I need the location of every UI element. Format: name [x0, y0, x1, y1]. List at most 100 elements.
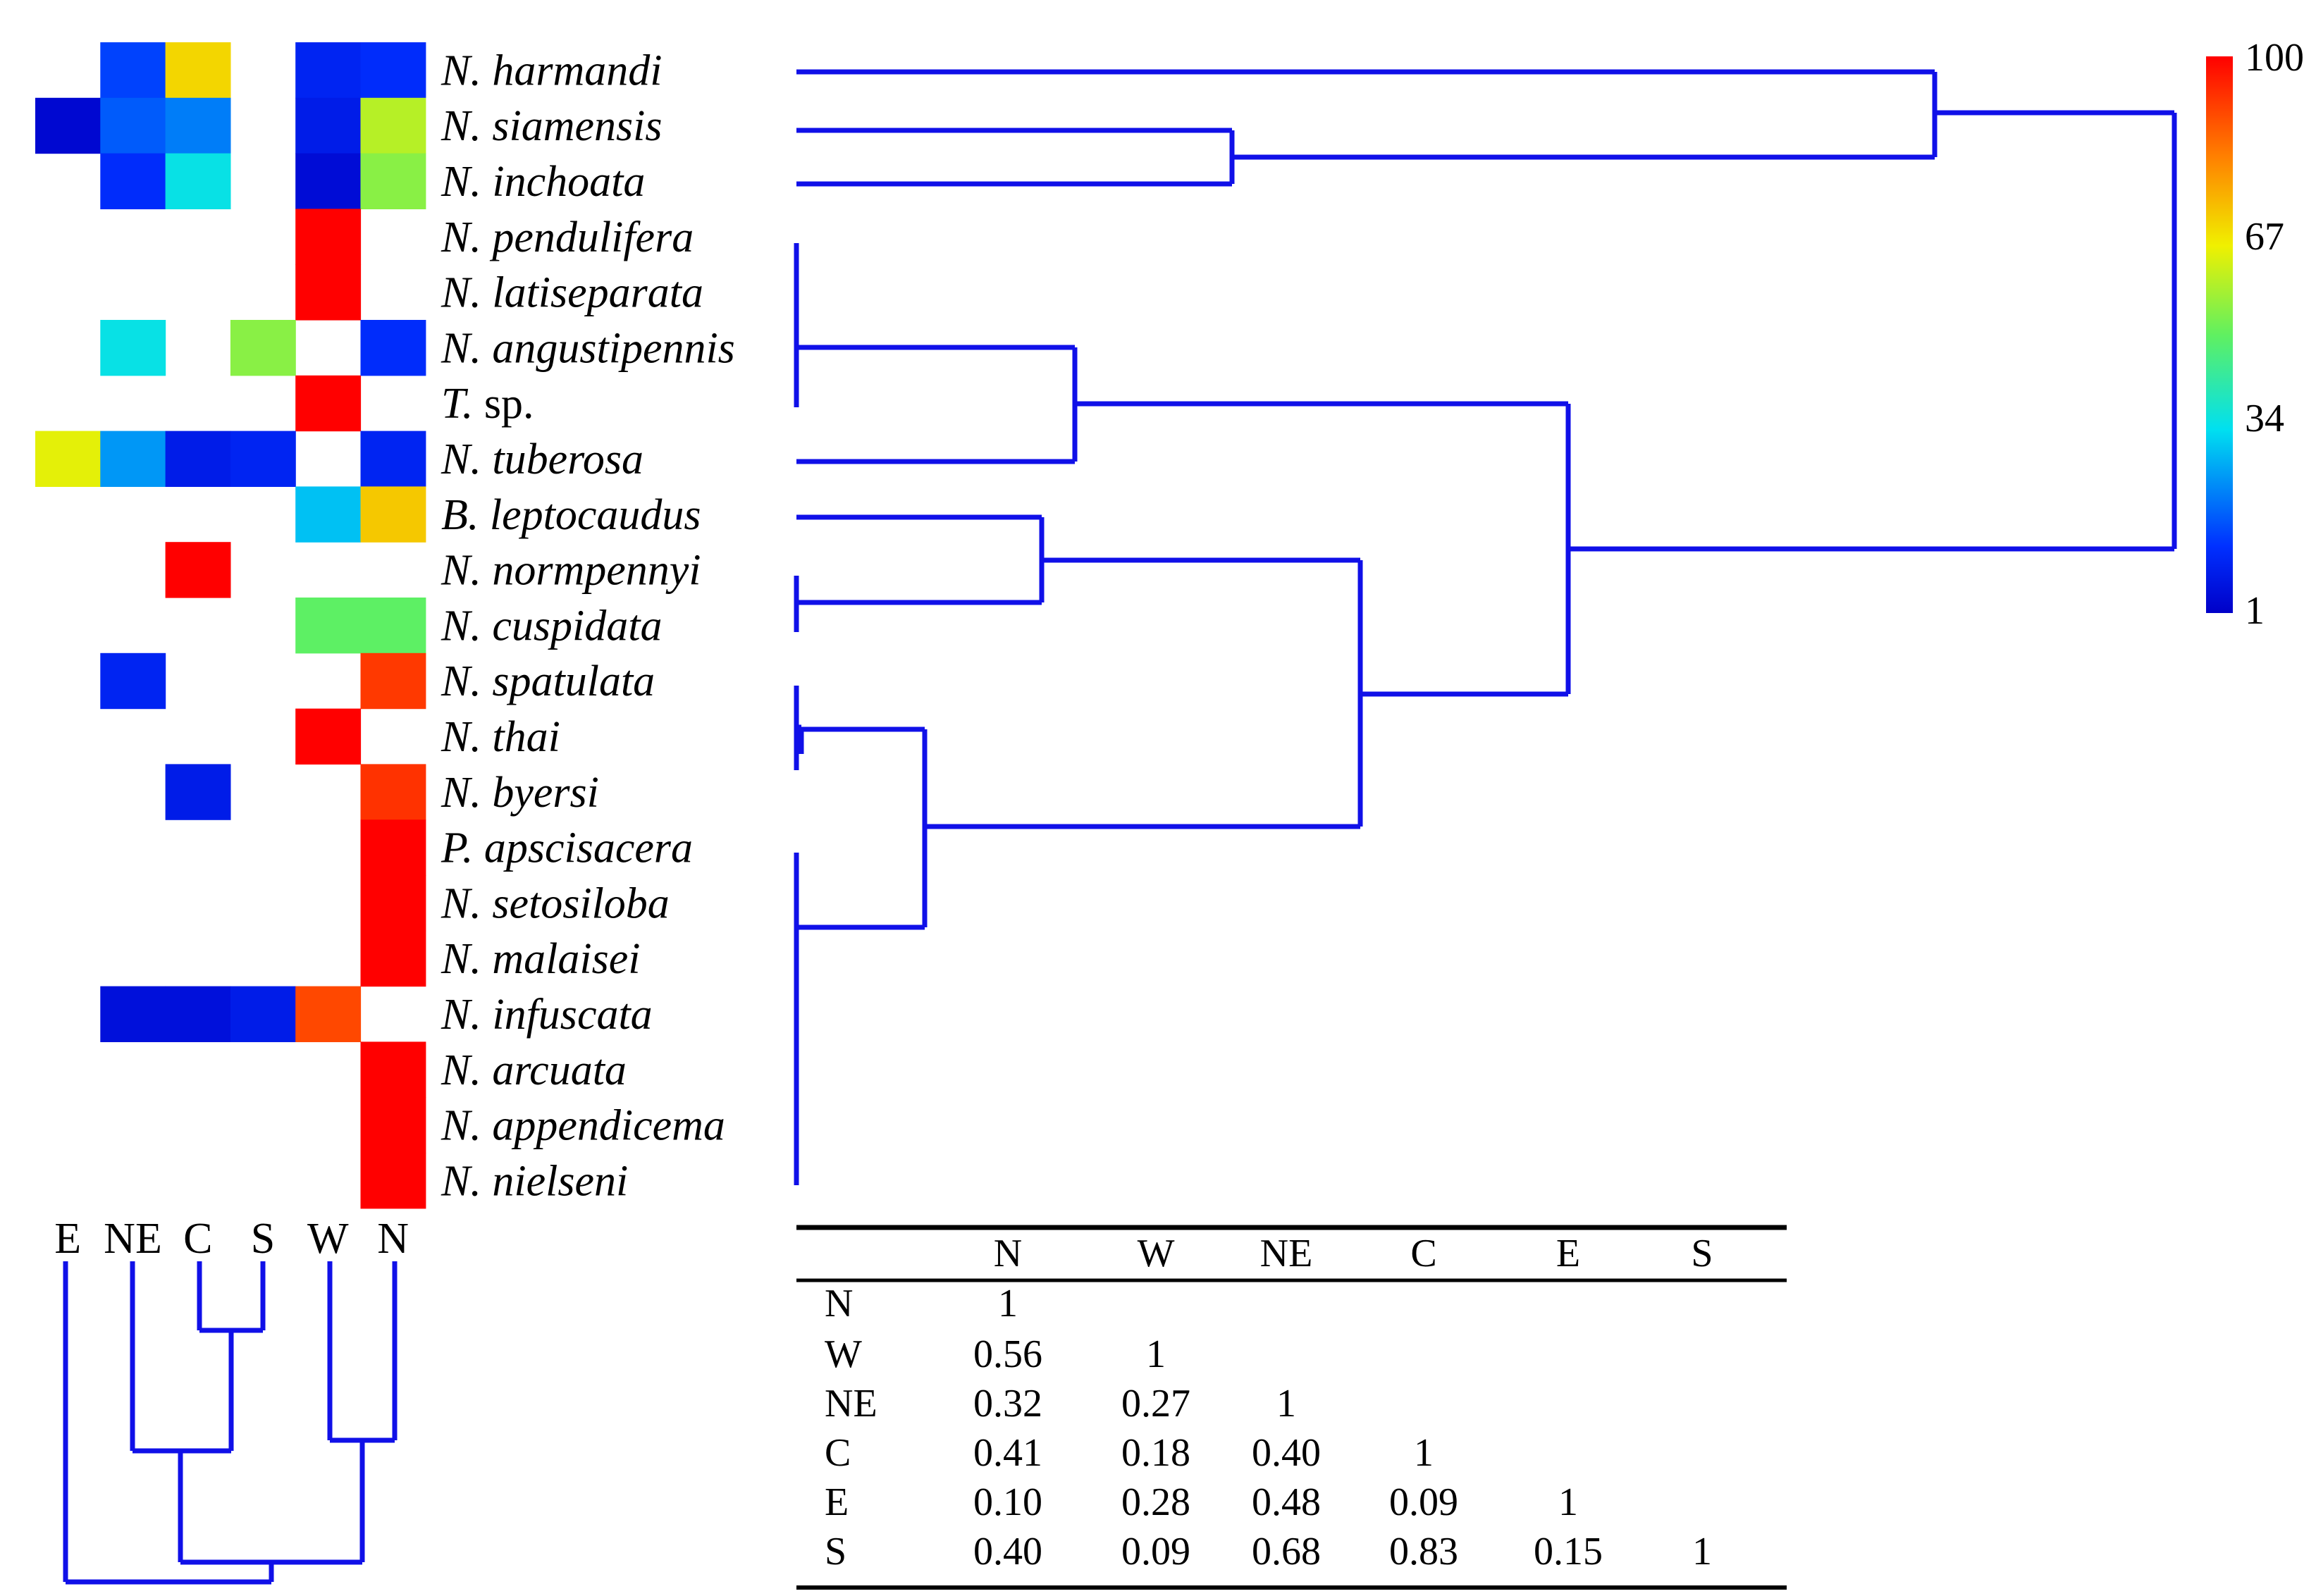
table-row-label-n: N [825, 1282, 853, 1325]
species-label-harmandi: N. harmandi [441, 47, 663, 94]
table-cell-c-n: 0.41 [973, 1431, 1042, 1475]
similarity-table: N W NE C E SN 1W 0.56 1NE 0.32 0.27 1C 0.41 0.18 0.40 1… [796, 1225, 1787, 1590]
region-label-s: S [251, 1215, 275, 1263]
table-cell-e-w: 0.28 [1121, 1480, 1190, 1524]
species-label-apscisacera: P. apscisacera [441, 824, 693, 872]
heatmap-cell-inchoata-n [360, 153, 426, 209]
species-label-inchoata: N. inchoata [441, 158, 645, 206]
table-cell-s-s: 1 [1692, 1530, 1712, 1573]
heatmap-cell-leptocaudus-n [360, 486, 426, 543]
heatmap-cell-apscisacera-n [360, 819, 426, 876]
heatmap-cell-latiseparata-w [295, 264, 362, 321]
table-cell-ne-ne: 1 [1276, 1382, 1296, 1425]
heatmap-cell-siamensis-w [295, 97, 362, 154]
species-label-byersi: N. byersi [441, 769, 599, 817]
table-header-ne: NE [1260, 1232, 1313, 1275]
region-labels: E NE C S W N [54, 1215, 409, 1263]
table-cell-e-c: 0.09 [1389, 1480, 1458, 1524]
heatmap-cell-infuscata-c [165, 986, 231, 1042]
table-cell-w-w: 1 [1146, 1332, 1166, 1376]
heatmap-cell-siamensis-n [360, 97, 426, 154]
heatmap-cell-spatulata-ne [100, 652, 166, 710]
colorbar-tick-67: 67 [2245, 215, 2284, 259]
species-dendrogram [794, 69, 2177, 1185]
table-cell-s-c: 0.83 [1389, 1530, 1458, 1573]
region-label-n: N [377, 1215, 409, 1263]
colorbar-tick-34: 34 [2245, 397, 2284, 440]
table-text: N W NE C E SN 1W 0.56 1NE 0.32 0.27 1C 0.41 0.18 0.40 1… [825, 1232, 1713, 1573]
species-label-tuberosa: N. tuberosa [441, 435, 643, 483]
species-label-appendicema: N. appendicema [441, 1102, 725, 1150]
species-label-angustipennis: N. angustipennis [441, 324, 735, 372]
heatmap-cell-infuscata-s [230, 986, 296, 1042]
species-label-cuspidata: N. cuspidata [441, 602, 662, 650]
species-label-malaisei: N. malaisei [441, 935, 640, 983]
heatmap-cell-normpennyi-c [165, 542, 231, 598]
table-header-s: S [1691, 1232, 1713, 1275]
heatmap-cell-tuberosa-n [360, 431, 426, 487]
species-label-sp: T. sp. [441, 380, 534, 428]
heatmap-cell-tuberosa-e [35, 431, 101, 487]
region-dendrogram-root [63, 1261, 271, 1585]
table-cell-ne-w: 0.27 [1121, 1382, 1190, 1425]
species-label-leptocaudus: B. leptocaudus [441, 491, 701, 539]
heatmap-cell-appendicema-n [360, 1097, 426, 1153]
table-cell-n-n: 1 [998, 1282, 1018, 1325]
species-dendrogram-clade-harmandi-siamensis-inchoata [796, 69, 2174, 187]
heatmap-cells [35, 42, 426, 1209]
heatmap-cell-inchoata-ne [100, 153, 166, 209]
table-row-label-e: E [825, 1480, 849, 1524]
table-cell-c-c: 1 [1414, 1431, 1434, 1475]
heatmap-cell-thai-w [295, 708, 362, 765]
heatmap-cell-siamensis-c [165, 97, 231, 154]
heatmap-cell-infuscata-ne [100, 986, 166, 1042]
table-row-label-w: W [825, 1332, 862, 1376]
heatmap-cell-byersi-n [360, 764, 426, 820]
colorbar-gradient [2206, 56, 2233, 613]
heatmap-cell-siamensis-ne [100, 97, 166, 154]
table-row-label-ne: NE [825, 1382, 877, 1425]
heatmap-cell-tuberosa-ne [100, 431, 166, 487]
table-cell-w-n: 0.56 [973, 1332, 1042, 1376]
table-header-c: C [1410, 1232, 1436, 1275]
heatmap-cell-leptocaudus-w [295, 486, 362, 543]
heatmap-cell-arcuata-n [360, 1041, 426, 1098]
heatmap-cell-byersi-c [165, 764, 231, 820]
region-dendrogram [63, 1261, 398, 1585]
colorbar-tick-1: 1 [2245, 589, 2265, 633]
table-row-label-s: S [825, 1530, 846, 1573]
table-cell-s-n: 0.40 [973, 1530, 1042, 1573]
table-cell-e-e: 1 [1558, 1480, 1578, 1524]
species-label-pendulifera: N. pendulifera [441, 214, 694, 261]
region-dendrogram-ne-cs [130, 1261, 231, 1562]
heatmap-cell-harmandi-n [360, 42, 426, 99]
species-dendrogram-clade-leptocaudus-cuspidata [794, 514, 1360, 632]
species-label-nielseni: N. nielseni [441, 1157, 628, 1205]
heatmap-cell-inchoata-c [165, 153, 231, 209]
heatmap-cell-angustipennis-ne [100, 320, 166, 376]
heatmap-cell-harmandi-c [165, 42, 231, 99]
heatmap-cell-infuscata-w [295, 986, 362, 1042]
heatmap-cell-harmandi-ne [100, 42, 166, 99]
heatmap-cell-cuspidata-n [360, 598, 426, 654]
table-cell-s-w: 0.09 [1121, 1530, 1190, 1573]
region-label-c: C [183, 1215, 212, 1263]
heatmap-cell-angustipennis-n [360, 320, 426, 376]
heatmap-cell-malaisei-n [360, 930, 426, 987]
heatmap-cell-siamensis-e [35, 97, 101, 154]
table-header-n: N [994, 1232, 1022, 1275]
table-cell-e-n: 0.10 [973, 1480, 1042, 1524]
colorbar: 100 67 34 1 [2206, 36, 2304, 633]
heatmap-cell-setosiloba-n [360, 875, 426, 932]
species-label-siamensis: N. siamensis [441, 102, 663, 150]
heatmap-cell-spatulata-n [360, 652, 426, 710]
table-cell-ne-n: 0.32 [973, 1382, 1042, 1425]
region-label-w: W [307, 1215, 349, 1263]
heatmap-cell-nielseni-n [360, 1153, 426, 1209]
table-cell-c-ne: 0.40 [1252, 1431, 1321, 1475]
colorbar-tick-100: 100 [2245, 36, 2304, 80]
region-dendrogram-nec-wn [180, 1559, 362, 1582]
region-dendrogram-w-n [327, 1261, 398, 1562]
region-dendrogram-c-s [197, 1261, 266, 1451]
